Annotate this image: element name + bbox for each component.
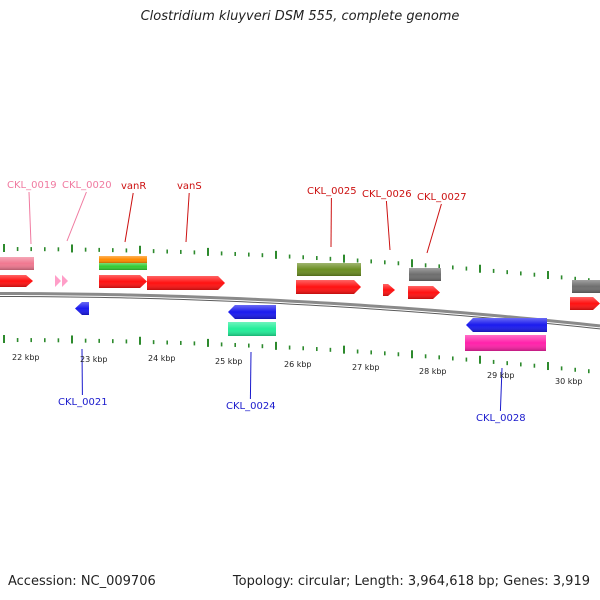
grey-feature-right-edge-shade (572, 280, 600, 293)
genome-summary-text: Topology: circular; Length: 3,964,618 bp… (232, 574, 590, 589)
cds-arrow-CKL_0027-shade (408, 286, 440, 299)
cds-arrow-right-edge-shade (570, 297, 600, 310)
leader-line-CKL_0024 (249, 351, 252, 400)
gene-label-CKL_0028: CKL_0028 (476, 413, 526, 424)
leader-line-vanS (185, 192, 190, 243)
axis-label-27-kbp: 27 kbp (352, 363, 380, 372)
leader-line-CKL_0028 (499, 367, 503, 412)
axis-label-23-kbp: 23 kbp (80, 355, 108, 364)
leader-line-CKL_0026 (385, 200, 391, 251)
gene-label-CKL_0027: CKL_0027 (417, 192, 467, 203)
cds-arrow-vanS-shade (147, 276, 225, 290)
pseudo-arrow-CKL_0020a (55, 275, 61, 287)
green-feature-vanR-shade (99, 263, 147, 270)
orange-feature-vanR-shade (99, 256, 147, 263)
leader-line-CKL_0019 (28, 191, 32, 245)
gene-arrow-CKL_0028-shade (466, 318, 547, 332)
gene-label-CKL_0020: CKL_0020 (62, 180, 112, 191)
axis-label-24-kbp: 24 kbp (148, 354, 176, 363)
gene-label-CKL_0019: CKL_0019 (7, 180, 57, 191)
gene-arrow-CKL_0024-shade (228, 305, 276, 319)
map-title: Clostridium kluyveri DSM 555, complete g… (140, 9, 460, 24)
cds-arrow-CKL_0026-shade (383, 284, 395, 296)
gene-label-CKL_0025: CKL_0025 (307, 186, 357, 197)
cds-arrow-vanR-shade (99, 275, 147, 288)
leader-line-CKL_0020 (66, 191, 87, 242)
teal-feature-CKL_0024-shade (228, 322, 276, 336)
axis-label-26-kbp: 26 kbp (284, 360, 312, 369)
pseudo-arrow-CKL_0020b (62, 275, 68, 287)
gene-label-CKL_0026: CKL_0026 (362, 189, 412, 200)
gene-label-CKL_0024: CKL_0024 (226, 401, 276, 412)
magenta-feature-CKL_0028-shade (465, 335, 546, 351)
leader-line-CKL_0027 (426, 203, 442, 254)
cds-arrow-CKL_0019-shade (0, 275, 33, 287)
pink-feature-CKL_0019-shade (0, 257, 34, 270)
leader-line-vanR (124, 192, 134, 243)
olive-feature-CKL_0025-shade (297, 263, 361, 276)
backbone-line (0, 292, 600, 328)
cds-arrow-CKL_0025-shade (296, 280, 361, 294)
axis-label-29-kbp: 29 kbp (487, 371, 515, 380)
gene-label-vanS: vanS (177, 181, 202, 192)
gene-label-CKL_0021: CKL_0021 (58, 397, 108, 408)
gene-label-vanR: vanR (121, 181, 146, 192)
accession-text: Accession: NC_009706 (8, 574, 156, 589)
axis-label-30-kbp: 30 kbp (555, 377, 583, 386)
grey-feature-CKL_0027-shade (409, 268, 441, 281)
gene-arrow-CKL_0021-shade (75, 302, 89, 315)
axis-label-28-kbp: 28 kbp (419, 367, 447, 376)
axis-label-25-kbp: 25 kbp (215, 357, 243, 366)
axis-label-22-kbp: 22 kbp (12, 353, 40, 362)
